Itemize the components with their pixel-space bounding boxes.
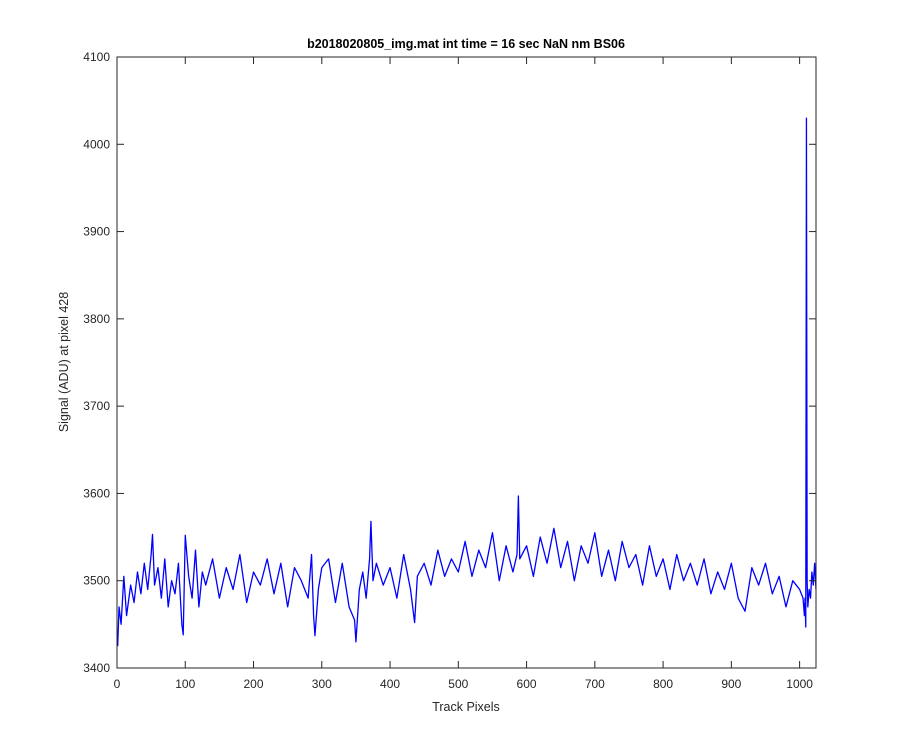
x-tick-label: 700 bbox=[585, 677, 605, 691]
x-tick-label: 800 bbox=[653, 677, 673, 691]
x-axis-label: Track Pixels bbox=[432, 700, 500, 714]
signal-line-series-1 bbox=[117, 117, 816, 647]
chart-title: b2018020805_img.mat int time = 16 sec Na… bbox=[307, 37, 625, 51]
x-tick-label: 900 bbox=[721, 677, 741, 691]
plot-area bbox=[117, 57, 816, 668]
x-tick-label: 1000 bbox=[786, 677, 813, 691]
x-tick-label: 300 bbox=[312, 677, 332, 691]
plot-lines bbox=[117, 117, 816, 647]
x-tick-label: 600 bbox=[517, 677, 537, 691]
x-tick-label: 100 bbox=[175, 677, 195, 691]
x-tick-label: 0 bbox=[114, 677, 121, 691]
ticks: 0 100 200 300 400 500 600 700 800 900 1000 3400 3500… bbox=[83, 50, 816, 691]
y-tick-label: 4100 bbox=[83, 50, 110, 64]
axes-box bbox=[116, 56, 817, 669]
y-tick-label: 3600 bbox=[83, 486, 110, 500]
y-tick-label: 3900 bbox=[83, 225, 110, 239]
y-axis-label: Signal (ADU) at pixel 428 bbox=[57, 292, 71, 432]
y-tick-label: 3400 bbox=[83, 661, 110, 675]
x-tick-label: 400 bbox=[380, 677, 400, 691]
y-tick-label: 3700 bbox=[83, 399, 110, 413]
y-tick-label: 3500 bbox=[83, 574, 110, 588]
y-tick-label: 3800 bbox=[83, 312, 110, 326]
axes bbox=[116, 56, 817, 669]
x-tick-label: 500 bbox=[448, 677, 468, 691]
y-tick-label: 4000 bbox=[83, 137, 110, 151]
x-tick-label: 200 bbox=[244, 677, 264, 691]
